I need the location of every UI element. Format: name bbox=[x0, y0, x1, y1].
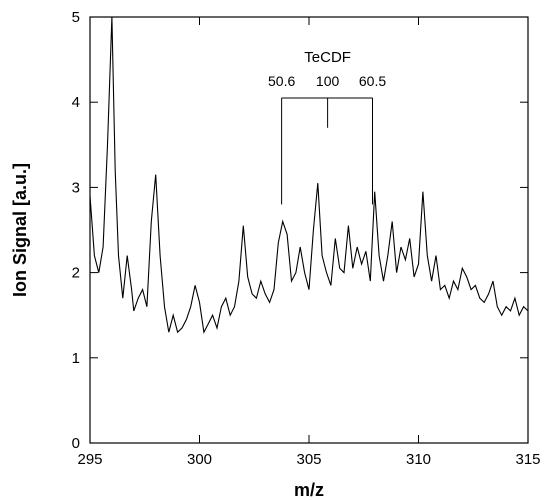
x-tick-label: 315 bbox=[515, 451, 540, 468]
y-tick-label: 0 bbox=[72, 435, 80, 452]
series-line-0 bbox=[90, 17, 528, 334]
x-axis-label: m/z bbox=[294, 480, 324, 500]
peak-ratio-label: 50.6 bbox=[268, 73, 295, 89]
ticks-layer: 295 300 305 310 315 0 1 2 3 4 5 bbox=[72, 9, 541, 468]
annotation-title: TeCDF bbox=[304, 49, 351, 66]
peak-ratio-label: 60.5 bbox=[359, 73, 386, 89]
y-tick-label: 4 bbox=[72, 94, 80, 111]
x-tick-label: 310 bbox=[406, 451, 431, 468]
y-tick-label: 5 bbox=[72, 9, 80, 26]
x-tick-label: 295 bbox=[77, 451, 102, 468]
y-tick-label: 1 bbox=[72, 350, 80, 367]
y-axis-label: Ion Signal [a.u.] bbox=[10, 163, 30, 297]
x-tick-label: 300 bbox=[187, 451, 212, 468]
y-tick-label: 2 bbox=[72, 265, 80, 282]
peak-ratio-label: 100 bbox=[316, 73, 340, 89]
x-tick-label: 305 bbox=[296, 451, 321, 468]
annotation-layer: 50.6 100 60.5 TeCDF bbox=[268, 49, 386, 205]
plot-frame bbox=[89, 16, 529, 444]
y-tick-label: 3 bbox=[72, 179, 80, 196]
series-layer bbox=[90, 17, 528, 334]
